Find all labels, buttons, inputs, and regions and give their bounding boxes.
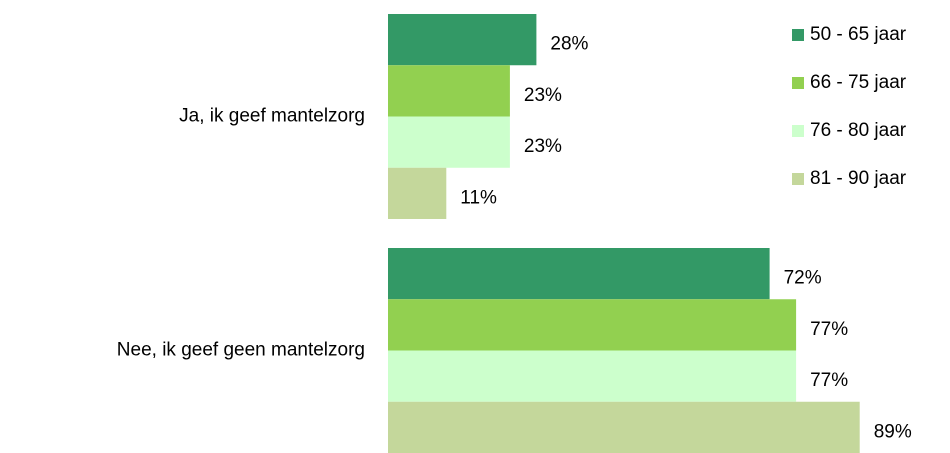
bar (388, 248, 770, 300)
value-label: 23% (524, 85, 562, 106)
legend-label: 76 - 80 jaar (810, 120, 907, 141)
legend-label: 50 - 65 jaar (810, 24, 907, 45)
value-label: 11% (460, 187, 497, 208)
legend-swatch (792, 125, 804, 137)
value-label: 28% (550, 34, 588, 55)
category-label: Nee, ik geef geen mantelzorg (117, 340, 365, 361)
legend-swatch (792, 173, 804, 185)
legend-swatch (792, 77, 804, 89)
bar (388, 401, 860, 453)
legend-label: 66 - 75 jaar (810, 72, 907, 93)
bar (388, 299, 797, 351)
value-label: 77% (810, 370, 848, 391)
value-label: 23% (524, 136, 562, 157)
category-label: Ja, ik geef mantelzorg (179, 106, 365, 127)
bar (388, 65, 510, 117)
bar (388, 116, 510, 168)
bar (388, 14, 537, 66)
bar (388, 167, 447, 219)
legend-label: 81 - 90 jaar (810, 168, 907, 189)
value-label: 77% (810, 319, 848, 340)
legend-swatch (792, 29, 804, 41)
value-label: 72% (784, 268, 822, 289)
value-label: 89% (874, 421, 912, 442)
bar (388, 350, 797, 402)
